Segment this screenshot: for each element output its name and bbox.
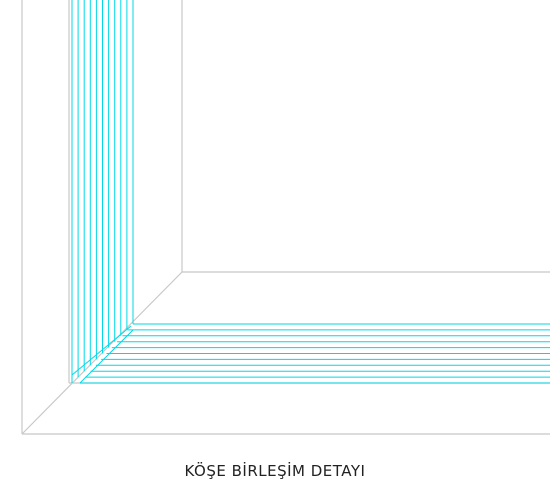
- trim-miter-line: [79, 329, 134, 384]
- corner-joint-drawing: [21, 0, 550, 435]
- figure-caption: KÖŞE BİRLEŞİM DETAYI: [184, 462, 366, 480]
- frame-lines: [21, 0, 550, 435]
- trim-miter-line: [71, 325, 132, 376]
- trim-profile-lines: [71, 0, 550, 384]
